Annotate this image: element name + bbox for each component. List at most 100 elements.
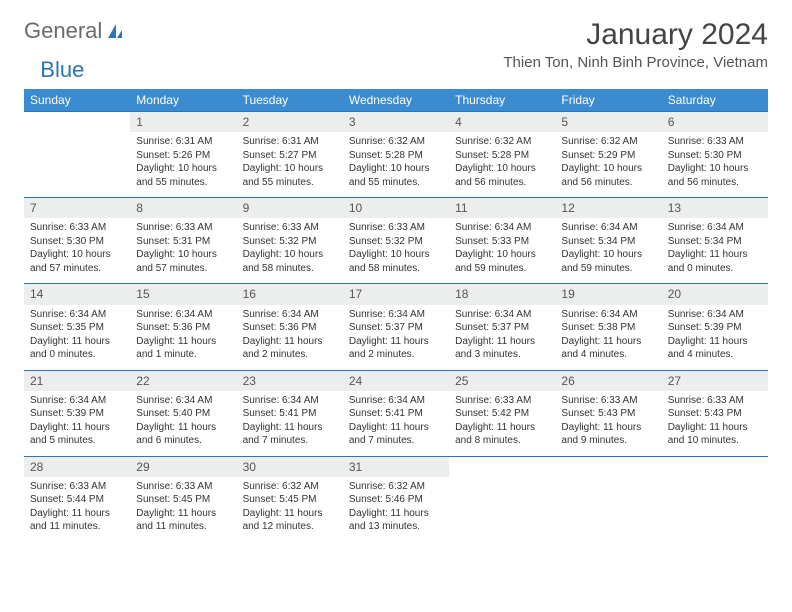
calendar-cell: 31 Sunrise: 6:32 AMSunset: 5:46 PMDayligh… — [343, 456, 449, 542]
weekday-header: Sunday — [24, 89, 130, 112]
logo-sail-icon — [106, 22, 124, 40]
daylight-line: Daylight: 11 hours and 1 minute. — [136, 335, 230, 362]
calendar-cell: 27Sunrise: 6:33 AMSunset: 5:43 PMDayligh… — [662, 370, 768, 456]
daylight-line: Daylight: 10 hours and 56 minutes. — [561, 162, 655, 189]
day-number: 28 — [24, 457, 130, 477]
sunset-line: Sunset: 5:36 PM — [136, 321, 230, 335]
calendar-cell: 7Sunrise: 6:33 AMSunset: 5:30 PMDaylight… — [24, 198, 130, 284]
sunrise-line: Sunrise: 6:34 AM — [561, 308, 655, 322]
day-number: 12 — [555, 198, 661, 218]
calendar-cell: 22Sunrise: 6:34 AMSunset: 5:40 PMDayligh… — [130, 370, 236, 456]
day-body: Sunrise: 6:34 AMSunset: 5:38 PMDaylight:… — [555, 305, 661, 370]
calendar-cell: 1Sunrise: 6:31 AMSunset: 5:26 PMDaylight… — [130, 112, 236, 198]
sunrise-line: Sunrise: 6:34 AM — [136, 394, 230, 408]
sunrise-line: Sunrise: 6:34 AM — [455, 221, 549, 235]
sunset-line: Sunset: 5:32 PM — [349, 235, 443, 249]
day-body: Sunrise: 6:32 AMSunset: 5:29 PMDaylight:… — [555, 132, 661, 197]
sunrise-line: Sunrise: 6:34 AM — [349, 308, 443, 322]
sunset-line: Sunset: 5:40 PM — [136, 407, 230, 421]
calendar-table: SundayMondayTuesdayWednesdayThursdayFrid… — [24, 89, 768, 542]
sunset-line: Sunset: 5:43 PM — [668, 407, 762, 421]
sunrise-line: Sunrise: 6:32 AM — [243, 480, 337, 494]
daylight-line: Daylight: 11 hours and 4 minutes. — [668, 335, 762, 362]
day-body: Sunrise: 6:34 AMSunset: 5:41 PMDaylight:… — [343, 391, 449, 456]
day-number: 5 — [555, 112, 661, 132]
day-body: Sunrise: 6:34 AMSunset: 5:36 PMDaylight:… — [237, 305, 343, 370]
calendar-row: 14Sunrise: 6:34 AMSunset: 5:35 PMDayligh… — [24, 284, 768, 370]
calendar-cell: 25Sunrise: 6:33 AMSunset: 5:42 PMDayligh… — [449, 370, 555, 456]
calendar-cell: 19Sunrise: 6:34 AMSunset: 5:38 PMDayligh… — [555, 284, 661, 370]
calendar-cell: 8Sunrise: 6:33 AMSunset: 5:31 PMDaylight… — [130, 198, 236, 284]
calendar-cell — [449, 456, 555, 542]
day-number: 10 — [343, 198, 449, 218]
calendar-cell — [24, 112, 130, 198]
sunset-line: Sunset: 5:34 PM — [668, 235, 762, 249]
sunrise-line: Sunrise: 6:33 AM — [243, 221, 337, 235]
sunrise-line: Sunrise: 6:33 AM — [30, 221, 124, 235]
day-number: 27 — [662, 371, 768, 391]
sunrise-line: Sunrise: 6:33 AM — [30, 480, 124, 494]
logo-text-general: General — [24, 18, 102, 44]
daylight-line: Daylight: 11 hours and 8 minutes. — [455, 421, 549, 448]
sunrise-line: Sunrise: 6:33 AM — [136, 221, 230, 235]
day-body: Sunrise: 6:33 AMSunset: 5:32 PMDaylight:… — [237, 218, 343, 283]
day-body: Sunrise: 6:32 AMSunset: 5:28 PMDaylight:… — [343, 132, 449, 197]
day-number: 26 — [555, 371, 661, 391]
calendar-row: 28Sunrise: 6:33 AMSunset: 5:44 PMDayligh… — [24, 456, 768, 542]
logo: General — [24, 18, 126, 44]
day-body: Sunrise: 6:34 AMSunset: 5:34 PMDaylight:… — [555, 218, 661, 283]
sunset-line: Sunset: 5:39 PM — [30, 407, 124, 421]
sunrise-line: Sunrise: 6:33 AM — [668, 394, 762, 408]
sunset-line: Sunset: 5:37 PM — [455, 321, 549, 335]
sunrise-line: Sunrise: 6:32 AM — [349, 480, 443, 494]
day-number: 1 — [130, 112, 236, 132]
sunset-line: Sunset: 5:34 PM — [561, 235, 655, 249]
day-body: Sunrise: 6:31 AMSunset: 5:26 PMDaylight:… — [130, 132, 236, 197]
day-body: Sunrise: 6:34 AMSunset: 5:41 PMDaylight:… — [237, 391, 343, 456]
sunset-line: Sunset: 5:33 PM — [455, 235, 549, 249]
weekday-header: Saturday — [662, 89, 768, 112]
day-body: Sunrise: 6:34 AMSunset: 5:37 PMDaylight:… — [449, 305, 555, 370]
calendar-cell: 6Sunrise: 6:33 AMSunset: 5:30 PMDaylight… — [662, 112, 768, 198]
sunset-line: Sunset: 5:35 PM — [30, 321, 124, 335]
daylight-line: Daylight: 11 hours and 11 minutes. — [136, 507, 230, 534]
sunset-line: Sunset: 5:38 PM — [561, 321, 655, 335]
daylight-line: Daylight: 10 hours and 58 minutes. — [243, 248, 337, 275]
daylight-line: Daylight: 11 hours and 13 minutes. — [349, 507, 443, 534]
daylight-line: Daylight: 10 hours and 57 minutes. — [136, 248, 230, 275]
daylight-line: Daylight: 10 hours and 55 minutes. — [243, 162, 337, 189]
day-number: 23 — [237, 371, 343, 391]
calendar-row: 21Sunrise: 6:34 AMSunset: 5:39 PMDayligh… — [24, 370, 768, 456]
sunrise-line: Sunrise: 6:33 AM — [561, 394, 655, 408]
calendar-cell — [662, 456, 768, 542]
day-number: 22 — [130, 371, 236, 391]
calendar-cell: 14Sunrise: 6:34 AMSunset: 5:35 PMDayligh… — [24, 284, 130, 370]
daylight-line: Daylight: 11 hours and 2 minutes. — [243, 335, 337, 362]
daylight-line: Daylight: 11 hours and 7 minutes. — [349, 421, 443, 448]
sunset-line: Sunset: 5:45 PM — [243, 493, 337, 507]
daylight-line: Daylight: 11 hours and 5 minutes. — [30, 421, 124, 448]
day-number: 3 — [343, 112, 449, 132]
day-number: 18 — [449, 284, 555, 304]
sunset-line: Sunset: 5:36 PM — [243, 321, 337, 335]
calendar-cell: 21Sunrise: 6:34 AMSunset: 5:39 PMDayligh… — [24, 370, 130, 456]
day-number: 9 — [237, 198, 343, 218]
weekday-header: Friday — [555, 89, 661, 112]
daylight-line: Daylight: 11 hours and 12 minutes. — [243, 507, 337, 534]
day-number: 13 — [662, 198, 768, 218]
sunrise-line: Sunrise: 6:34 AM — [243, 394, 337, 408]
day-number: 25 — [449, 371, 555, 391]
sunset-line: Sunset: 5:46 PM — [349, 493, 443, 507]
sunset-line: Sunset: 5:26 PM — [136, 149, 230, 163]
day-number: 31 — [343, 457, 449, 477]
sunrise-line: Sunrise: 6:33 AM — [349, 221, 443, 235]
day-body: Sunrise: 6:34 AMSunset: 5:36 PMDaylight:… — [130, 305, 236, 370]
day-number: 4 — [449, 112, 555, 132]
sunrise-line: Sunrise: 6:34 AM — [668, 308, 762, 322]
calendar-cell: 26Sunrise: 6:33 AMSunset: 5:43 PMDayligh… — [555, 370, 661, 456]
day-body: Sunrise: 6:34 AMSunset: 5:39 PMDaylight:… — [24, 391, 130, 456]
day-body: Sunrise: 6:33 AMSunset: 5:43 PMDaylight:… — [662, 391, 768, 456]
calendar-row: 7Sunrise: 6:33 AMSunset: 5:30 PMDaylight… — [24, 198, 768, 284]
day-number: 21 — [24, 371, 130, 391]
daylight-line: Daylight: 11 hours and 2 minutes. — [349, 335, 443, 362]
